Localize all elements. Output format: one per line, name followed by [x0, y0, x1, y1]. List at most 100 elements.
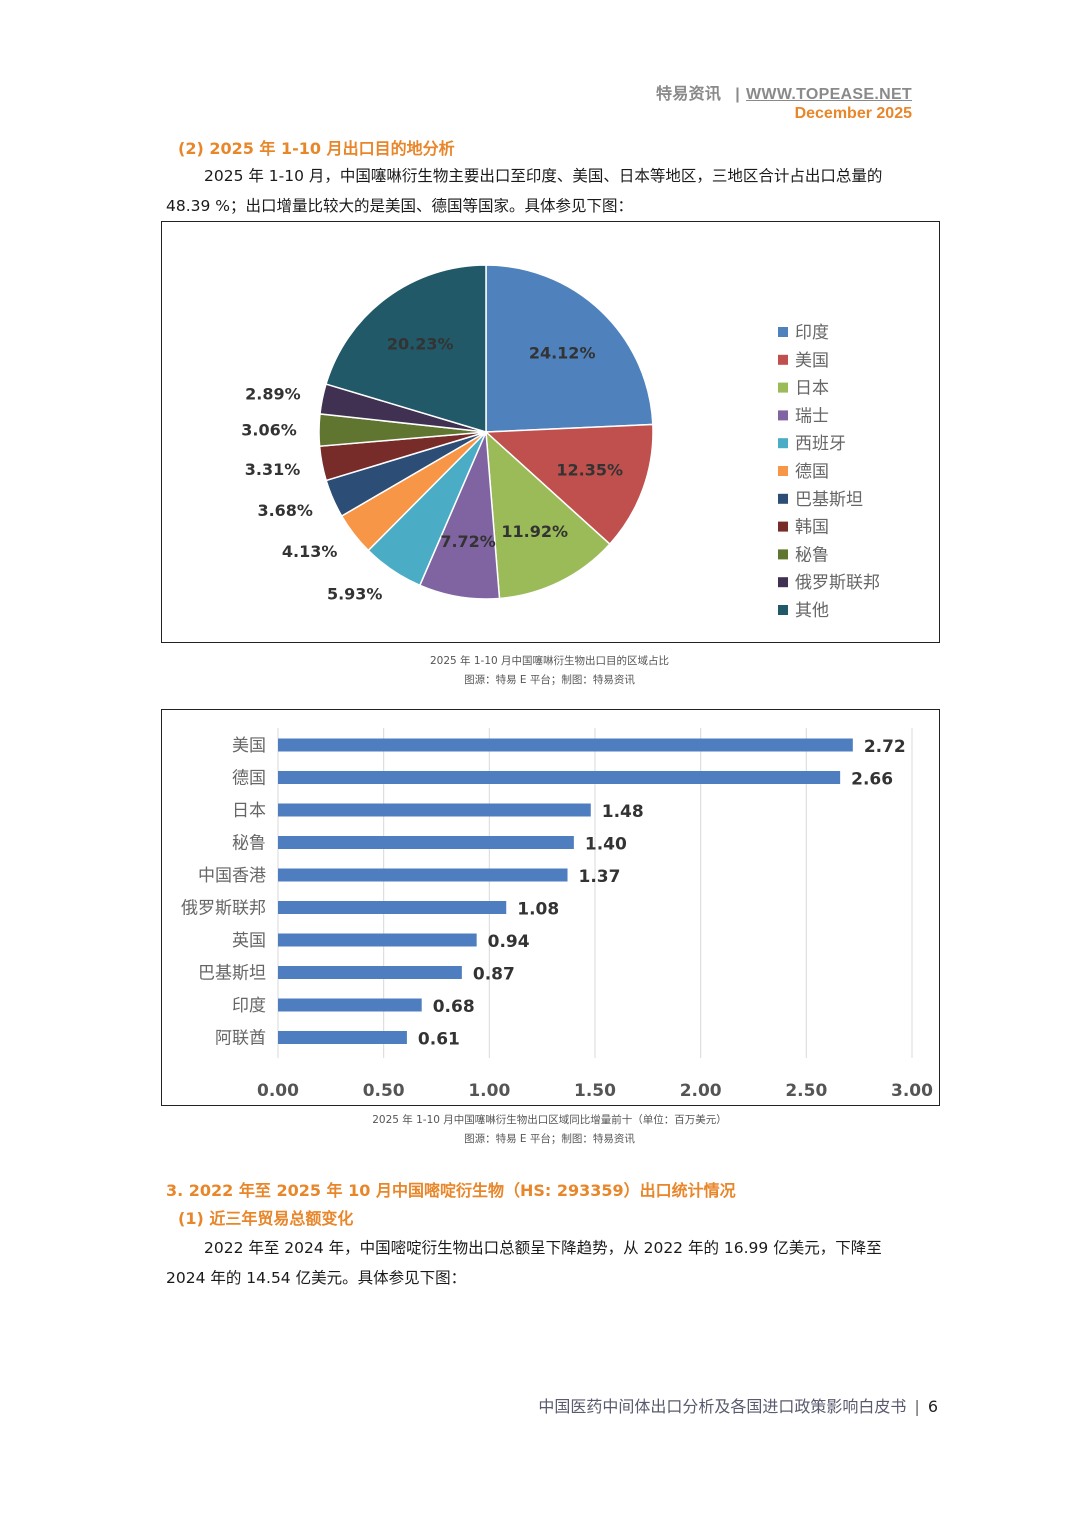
- footer-separator: |: [914, 1397, 920, 1416]
- section-2-paragraph: 2025 年 1-10 月，中国噻啉衍生物主要出口至印度、美国、日本等地区，三地…: [166, 161, 911, 221]
- legend-label: 德国: [795, 462, 829, 482]
- pie-caption-source: 图源：特易 E 平台；制图：特易资讯: [464, 674, 635, 686]
- legend-swatch: [778, 354, 788, 365]
- section-2-title: (2) 2025 年 1-10 月出口目的地分析: [178, 139, 455, 158]
- bar-value-label: 0.61: [418, 1030, 460, 1050]
- legend-label: 韩国: [795, 518, 829, 538]
- bar-category-label: 阿联酋: [215, 1029, 266, 1049]
- pie-slice-label: 2.89%: [245, 384, 301, 403]
- pie-slice-label: 4.13%: [282, 542, 338, 561]
- bar-value-label: 0.94: [488, 932, 530, 952]
- page-footer: 中国医药中间体出口分析及各国进口政策影响白皮书 | 6: [538, 1393, 938, 1417]
- header-separator: |: [735, 86, 741, 103]
- legend-swatch: [778, 493, 788, 504]
- pie-slice-2: [485, 430, 611, 600]
- bar-value-label: 0.87: [473, 965, 515, 985]
- legend-label: 瑞士: [795, 406, 829, 426]
- pie-slice-0: [485, 264, 654, 433]
- legend-label: 美国: [795, 351, 829, 371]
- bar-9: [278, 1031, 407, 1044]
- pie-slice-label: 20.23%: [387, 335, 454, 354]
- legend-swatch: [778, 521, 788, 532]
- x-tick-label: 3.00: [891, 1081, 933, 1101]
- bar-category-label: 俄罗斯联邦: [181, 899, 266, 919]
- pie-slice-label: 11.92%: [501, 522, 568, 541]
- x-tick-label: 1.00: [468, 1081, 510, 1101]
- pie-slice-10: [325, 264, 487, 434]
- header-brand: 特易资讯 | WWW.TOPEASE.NET: [656, 80, 912, 104]
- legend-swatch: [778, 382, 788, 393]
- pie-caption-title: 2025 年 1-10 月中国噻啉衍生物出口目的区域占比: [429, 655, 670, 667]
- bar-value-label: 1.08: [517, 900, 559, 920]
- pie-slice-label: 12.35%: [556, 460, 623, 479]
- legend-swatch: [778, 438, 788, 449]
- bar-4: [278, 868, 568, 882]
- pie-slice-1: [484, 423, 654, 546]
- bar-3: [278, 836, 574, 849]
- legend-swatch: [778, 327, 788, 337]
- pie-chart-box: 24.12% 12.35% 11.92% 7.72% 5.93% 4.13% 3.68% 3.…: [161, 221, 940, 643]
- pie-slice-label: 3.06%: [241, 421, 297, 440]
- bar-category-label: 秘鲁: [232, 834, 266, 854]
- brand-site-link[interactable]: WWW.TOPEASE.NET: [746, 86, 912, 103]
- bar-category-label: 巴基斯坦: [198, 964, 266, 984]
- bar-2: [278, 803, 591, 817]
- legend-label: 巴基斯坦: [795, 490, 863, 510]
- brand-name: 特易资讯: [656, 86, 722, 103]
- legend-label: 印度: [795, 323, 829, 343]
- legend-swatch: [778, 605, 788, 615]
- bar-caption: 2025 年 1-10 月中国噻啉衍生物出口区域同比增量前十（单位：百万美元） …: [161, 1111, 938, 1149]
- bar-0: [278, 738, 853, 752]
- bar-5: [278, 901, 507, 914]
- section-3-subtitle: (1) 近三年贸易总额变化: [178, 1209, 354, 1228]
- pie-chart: 24.12% 12.35% 11.92% 7.72% 5.93% 4.13% 3.68% 3.…: [241, 264, 880, 621]
- pie-slice-label: 5.93%: [327, 585, 383, 604]
- bar-category-label: 英国: [232, 931, 266, 951]
- bar-8: [278, 998, 422, 1012]
- bar-value-label: 1.48: [602, 802, 644, 822]
- x-tick-label: 1.50: [574, 1081, 616, 1101]
- bar-value-label: 1.40: [585, 835, 627, 855]
- bar-6: [278, 933, 477, 947]
- pie-slice-label: 7.72%: [440, 532, 496, 551]
- section-3-paragraph: 2022 年至 2024 年，中国嘧啶衍生物出口总额呈下降趋势，从 2022 年…: [166, 1233, 911, 1293]
- x-tick-label: 2.50: [785, 1081, 827, 1101]
- section-3-title: 3. 2022 年至 2025 年 10 月中国嘧啶衍生物（HS: 293359…: [166, 1181, 736, 1200]
- bar-7: [278, 966, 462, 979]
- bar-caption-source: 图源：特易 E 平台；制图：特易资讯: [464, 1133, 635, 1145]
- legend-label: 其他: [795, 601, 829, 621]
- bar-category-label: 德国: [232, 769, 266, 789]
- pie-caption: 2025 年 1-10 月中国噻啉衍生物出口目的区域占比 图源：特易 E 平台；…: [161, 652, 938, 690]
- legend-swatch: [778, 410, 788, 421]
- legend-swatch: [778, 549, 788, 560]
- legend-label: 西班牙: [795, 434, 846, 454]
- footer-title: 中国医药中间体出口分析及各国进口政策影响白皮书: [538, 1397, 907, 1416]
- header-date: December 2025: [794, 105, 912, 122]
- pie-slice-label: 24.12%: [529, 343, 596, 362]
- bar-category-label: 中国香港: [198, 866, 266, 886]
- legend-label: 秘鲁: [795, 545, 829, 565]
- x-tick-label: 2.00: [680, 1081, 722, 1101]
- bar-chart-box: 美国德国日本秘鲁中国香港俄罗斯联邦英国巴基斯坦印度阿联酋 2.72 2.66 1.4…: [161, 709, 940, 1106]
- x-tick-label: 0.00: [257, 1081, 299, 1101]
- legend-label: 日本: [795, 379, 829, 399]
- page-number: 6: [927, 1397, 938, 1416]
- bar-value-label: 2.66: [851, 770, 893, 790]
- section-3-paragraph-text: 2022 年至 2024 年，中国嘧啶衍生物出口总额呈下降趋势，从 2022 年…: [166, 1239, 882, 1287]
- bar-category-label: 美国: [232, 736, 266, 756]
- legend-swatch: [778, 577, 788, 588]
- bar-1: [278, 771, 841, 784]
- x-tick-label: 0.50: [363, 1081, 405, 1101]
- bar-category-label: 印度: [232, 996, 266, 1016]
- bar-value-label: 2.72: [864, 737, 906, 757]
- bar-category-label: 日本: [232, 801, 266, 821]
- pie-slice-label: 3.68%: [257, 501, 313, 520]
- bar-caption-title: 2025 年 1-10 月中国噻啉衍生物出口区域同比增量前十（单位：百万美元）: [372, 1114, 727, 1126]
- legend-label: 俄罗斯联邦: [795, 573, 880, 593]
- legend-swatch: [778, 466, 788, 476]
- section-2-paragraph-text: 2025 年 1-10 月，中国噻啉衍生物主要出口至印度、美国、日本等地区，三地…: [166, 167, 883, 215]
- bar-value-label: 1.37: [579, 867, 621, 887]
- pie-slice-label: 3.31%: [245, 460, 301, 479]
- bar-value-label: 0.68: [433, 997, 475, 1017]
